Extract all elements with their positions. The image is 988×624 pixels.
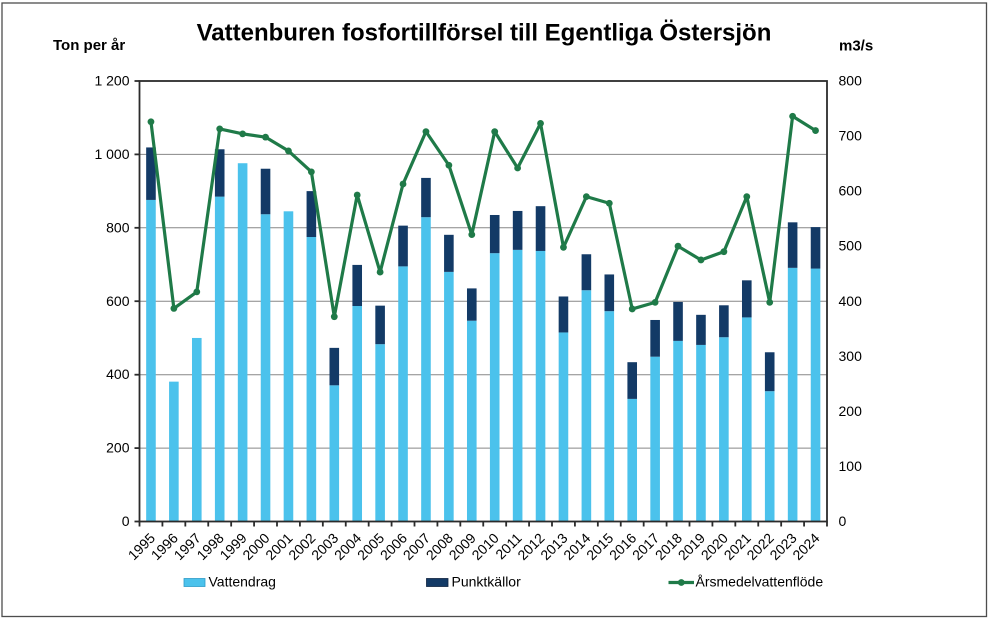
svg-text:200: 200 [106,440,130,456]
svg-text:400: 400 [839,293,863,309]
svg-text:m3/s: m3/s [839,38,873,55]
svg-text:500: 500 [839,238,863,254]
svg-text:0: 0 [122,513,130,529]
svg-text:Ton per år: Ton per år [53,37,125,54]
svg-text:1 000: 1 000 [94,146,129,162]
svg-text:Årsmedelvattenflöde: Årsmedelvattenflöde [696,574,824,590]
svg-text:400: 400 [106,366,130,382]
svg-text:600: 600 [839,183,863,199]
svg-text:Vattendrag: Vattendrag [209,574,276,590]
svg-text:800: 800 [839,73,863,89]
svg-text:100: 100 [839,458,863,474]
svg-text:1 200: 1 200 [94,73,129,89]
svg-text:0: 0 [839,513,847,529]
svg-text:600: 600 [106,293,130,309]
svg-text:Vattenburen fosfortillförsel t: Vattenburen fosfortillförsel till Egentl… [197,20,772,47]
svg-text:Punktkällor: Punktkällor [452,574,522,590]
svg-text:200: 200 [839,403,863,419]
svg-text:700: 700 [839,128,863,144]
svg-text:800: 800 [106,219,130,235]
svg-text:300: 300 [839,348,863,364]
